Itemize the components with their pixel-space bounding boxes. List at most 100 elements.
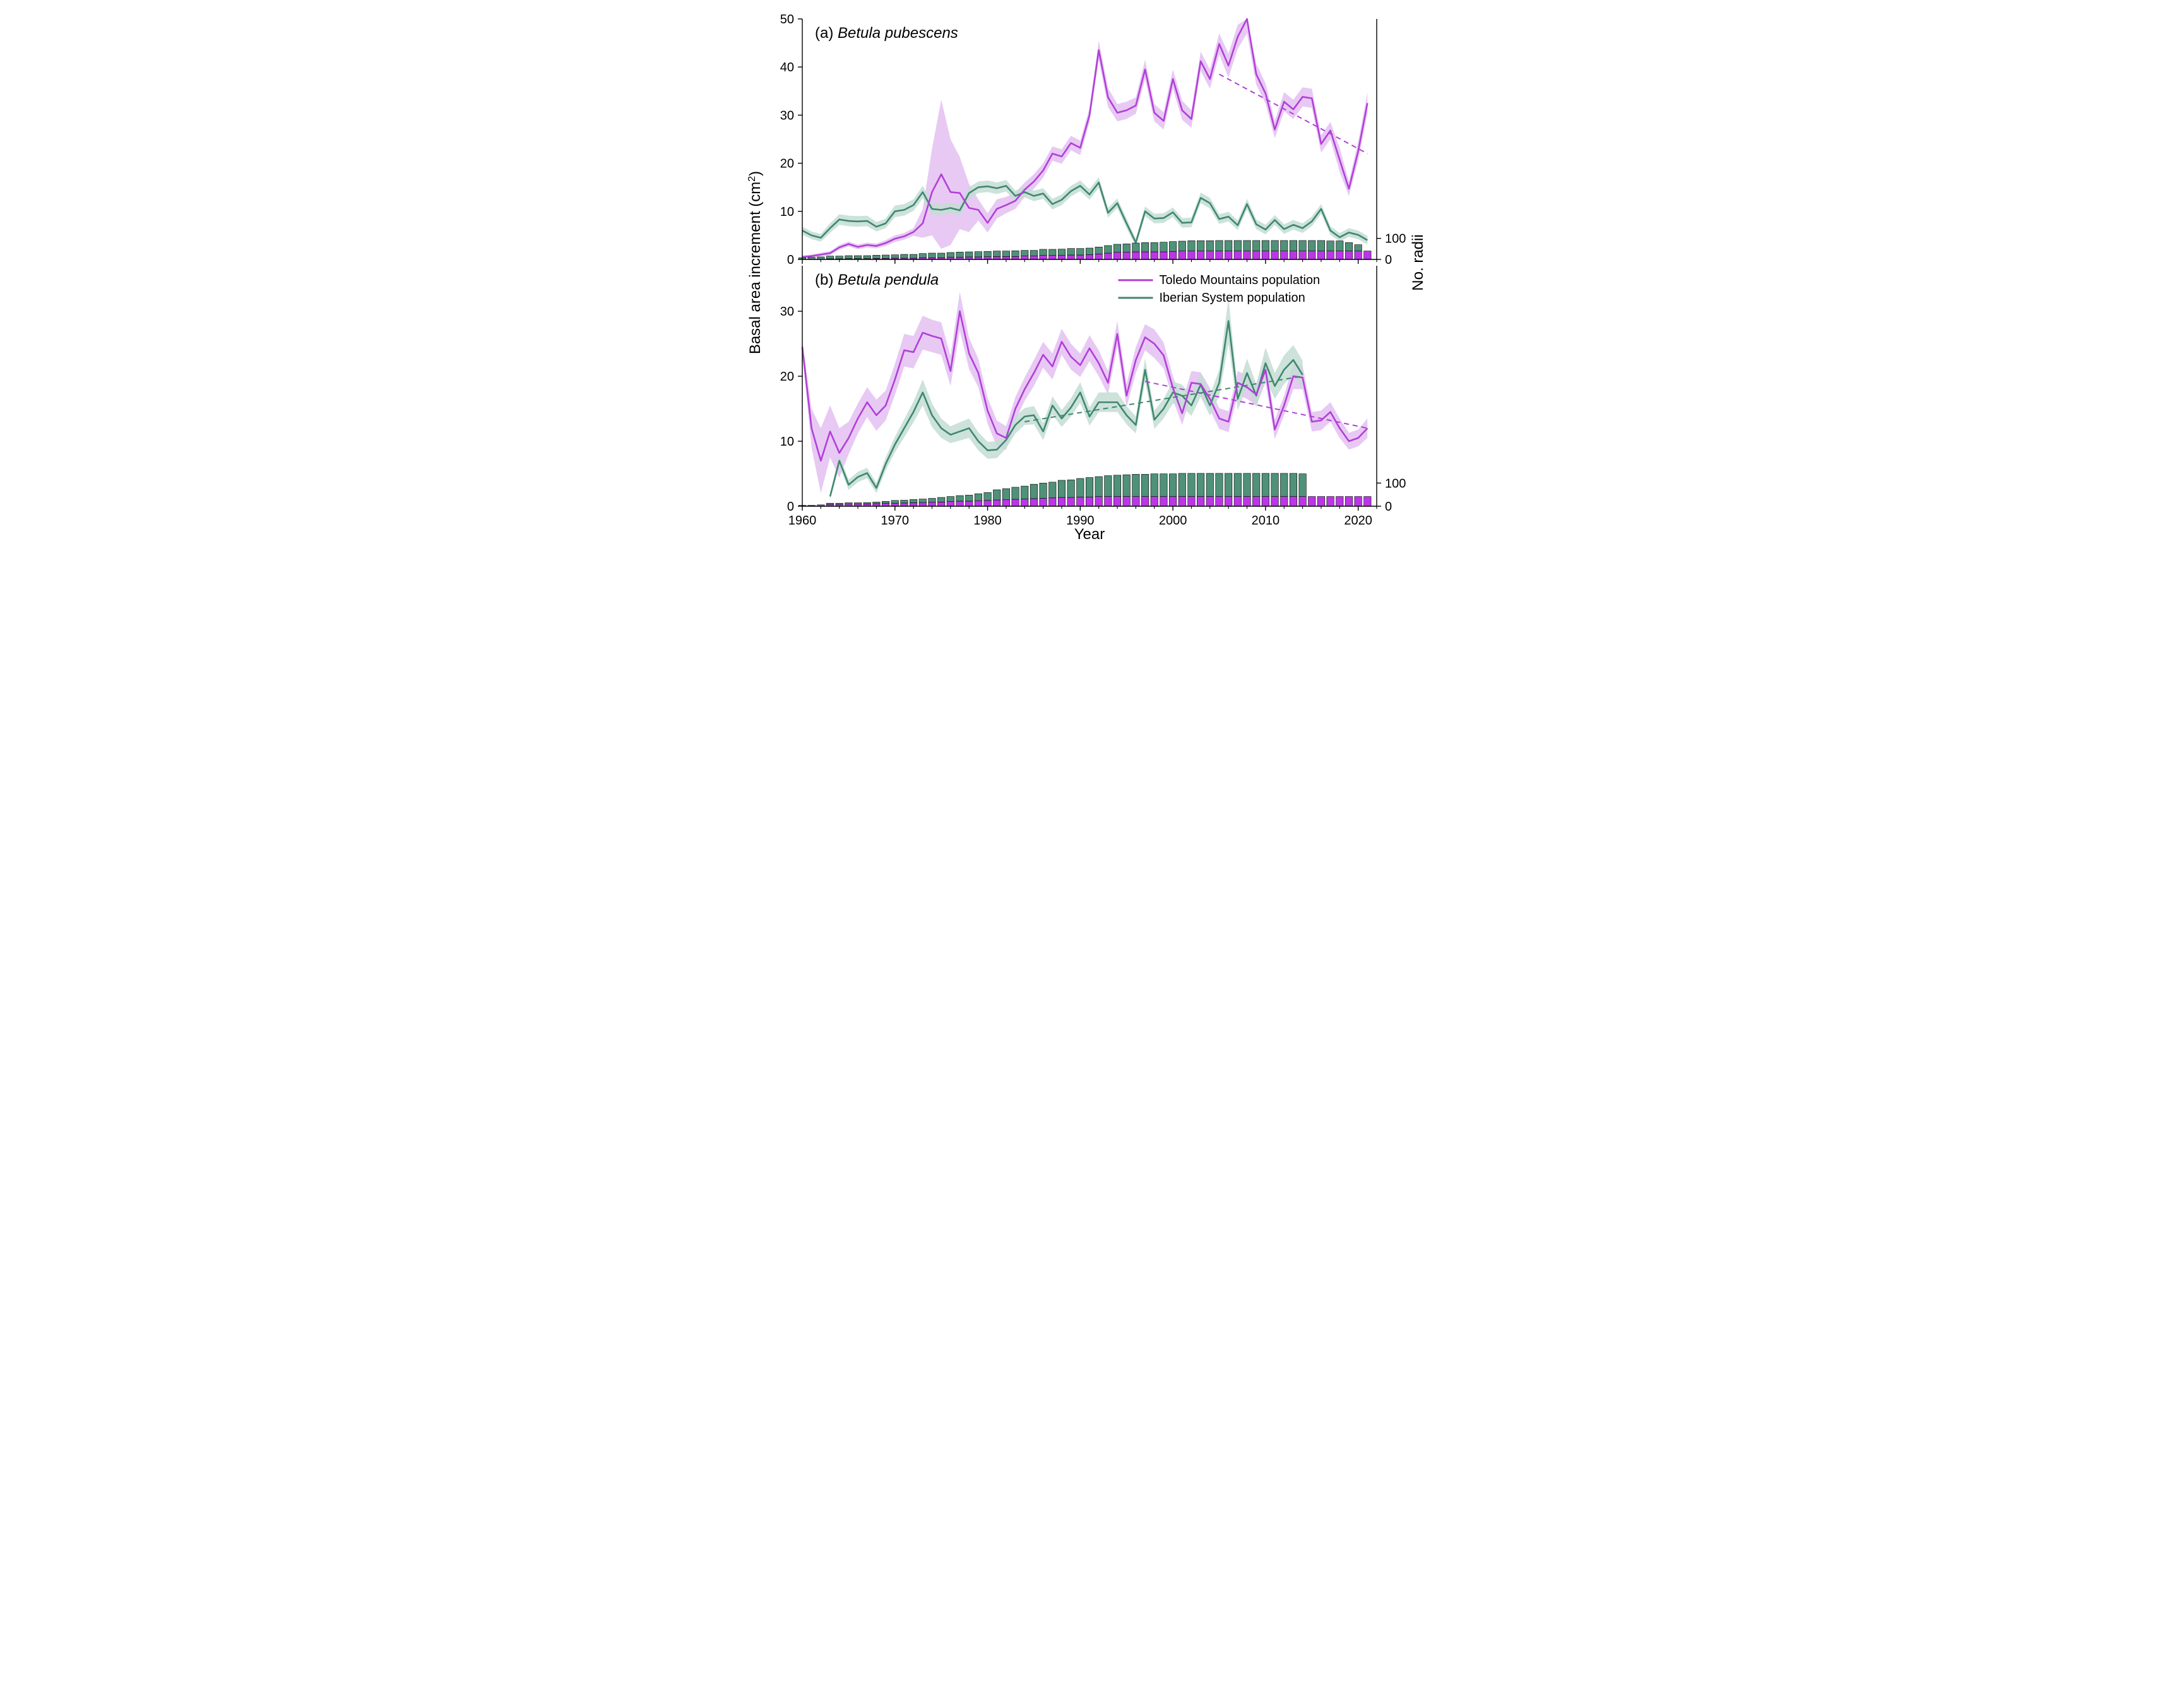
radii-bar-iberian <box>1105 246 1112 253</box>
radii-bar-iberian <box>882 501 889 503</box>
radii-bar-iberian <box>854 503 861 504</box>
radii-bar-iberian <box>1169 242 1176 252</box>
radii-bar-iberian <box>1188 473 1195 497</box>
radii-bar-iberian <box>919 254 926 258</box>
radii-bar-iberian <box>1327 241 1334 251</box>
trend-line <box>1219 74 1367 154</box>
radii-bar-iberian <box>956 252 963 257</box>
radii-bar-iberian <box>1021 486 1028 499</box>
radii-bar-toledo <box>1327 497 1334 506</box>
radii-bar-iberian <box>1105 476 1112 497</box>
xtick-label: 2000 <box>1159 514 1187 528</box>
radii-bar-iberian <box>910 499 917 502</box>
ytick-label: 40 <box>780 61 794 74</box>
xtick-label: 2020 <box>1344 514 1372 528</box>
radii-bar-toledo <box>1345 251 1352 259</box>
radii-bar-toledo <box>1141 497 1148 506</box>
radii-bar-iberian <box>873 502 880 504</box>
radii-bar-iberian <box>1225 240 1232 251</box>
radii-bar-toledo <box>1040 499 1047 506</box>
radii-bar-iberian <box>1252 473 1259 497</box>
radii-bar-toledo <box>882 503 889 506</box>
radii-bar-toledo <box>1030 256 1037 259</box>
radii-bar-iberian <box>1132 474 1139 496</box>
radii-bar-toledo <box>1113 497 1120 506</box>
radii-bar-iberian <box>1197 473 1204 497</box>
radii-bar-iberian <box>836 256 843 259</box>
radii-bar-iberian <box>1244 473 1250 497</box>
radii-bar-toledo <box>1040 256 1047 259</box>
radii-bar-iberian <box>1206 473 1213 497</box>
panel-title: (b) Betula pendula <box>815 271 939 288</box>
radii-bar-toledo <box>1290 497 1297 506</box>
radii-bar-iberian <box>845 503 852 504</box>
ytick-label: 10 <box>780 435 794 449</box>
radii-bar-iberian <box>1290 473 1297 497</box>
radii-bar-iberian <box>1290 240 1297 251</box>
radii-bar-iberian <box>910 254 917 258</box>
radii-bar-toledo <box>1271 251 1278 259</box>
radii-bar-iberian <box>984 251 991 256</box>
panel-b: 01020300100(b) Betula pendula <box>780 266 1406 514</box>
radii-bar-iberian <box>1030 251 1037 256</box>
radii-bar-iberian <box>1179 241 1185 251</box>
radii-bar-iberian <box>864 256 870 259</box>
radii-bar-iberian <box>1113 244 1120 252</box>
radii-bar-toledo <box>1225 251 1232 259</box>
radii-bar-toledo <box>1188 497 1195 506</box>
radii-bar-iberian <box>1262 473 1269 497</box>
radii-bar-iberian <box>1151 474 1158 497</box>
radii-bar-iberian <box>1058 249 1065 256</box>
radii-bar-iberian <box>1123 244 1130 252</box>
radii-bar-toledo <box>1188 251 1195 259</box>
radii-bar-iberian <box>1141 474 1148 496</box>
legend-label: Toledo Mountains population <box>1160 273 1321 287</box>
radii-bar-iberian <box>929 499 935 502</box>
radii-bar-toledo <box>1225 497 1232 506</box>
radii-bar-iberian <box>1012 251 1019 256</box>
radii-bar-toledo <box>1049 498 1056 506</box>
radii-bar-iberian <box>1345 242 1352 251</box>
radii-bar-iberian <box>845 256 852 259</box>
radii-bar-toledo <box>1179 497 1185 506</box>
radii-bar-toledo <box>1021 499 1028 506</box>
radii-bar-toledo <box>965 501 972 506</box>
radii-bar-iberian <box>1095 477 1102 497</box>
radii-bar-toledo <box>1299 497 1306 506</box>
panel-title: (a) Betula pubescens <box>815 25 958 42</box>
radii-bar-toledo <box>1206 251 1213 259</box>
radii-bar-toledo <box>1206 497 1213 506</box>
radii-bar-toledo <box>1299 251 1306 259</box>
radii-bar-iberian <box>826 503 833 504</box>
radii-bar-toledo <box>1169 251 1176 259</box>
radii-bar-iberian <box>965 252 972 257</box>
radii-bar-iberian <box>1234 473 1241 497</box>
panel-a: 010203040500100(a) Betula pubescens <box>780 13 1406 267</box>
radii-bar-iberian <box>929 253 935 258</box>
xtick-label: 1960 <box>788 514 817 528</box>
radii-bar-iberian <box>1086 248 1093 254</box>
radii-bar-toledo <box>1002 500 1009 506</box>
radii-bar-iberian <box>947 252 954 257</box>
radii-bar-toledo <box>1030 499 1037 506</box>
radii-bar-iberian <box>994 251 1000 257</box>
radii-bar-iberian <box>975 494 982 501</box>
radii-bar-iberian <box>1113 475 1120 497</box>
radii-bar-toledo <box>1290 251 1297 259</box>
radii-bar-toledo <box>929 502 935 506</box>
radii-bar-iberian <box>1086 478 1093 497</box>
radii-bar-toledo <box>1105 497 1112 506</box>
radii-bar-toledo <box>1067 255 1074 259</box>
radii-bar-iberian <box>1077 249 1084 255</box>
radii-bar-toledo <box>1151 252 1158 259</box>
radii-bar-iberian <box>1262 240 1269 251</box>
radii-bar-toledo <box>947 502 954 506</box>
radii-bar-toledo <box>1234 497 1241 506</box>
radii-bar-iberian <box>1030 484 1037 499</box>
radii-bar-toledo <box>1179 251 1185 259</box>
radii-bar-iberian <box>854 256 861 259</box>
radii-bar-iberian <box>1123 475 1130 496</box>
xtick-label: 1970 <box>881 514 910 528</box>
radii-bar-iberian <box>1317 240 1324 251</box>
radii-bar-iberian <box>965 495 972 501</box>
